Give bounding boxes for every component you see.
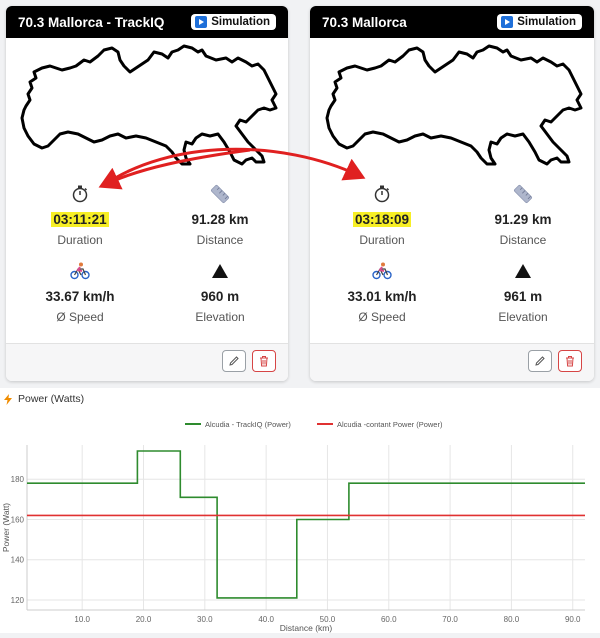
edit-button[interactable] [222, 350, 246, 372]
mountain-icon [160, 261, 280, 281]
distance-stat: 91.29 km Distance [463, 184, 583, 247]
activity-card-mallorca: 70.3 Mallorca Simulation 03:18:09 Durati… [310, 6, 594, 381]
route-map [310, 38, 594, 166]
speed-stat: 33.67 km/h Ø Speed [20, 261, 140, 324]
route-map [6, 38, 288, 166]
duration-stat: 03:18:09 Duration [322, 184, 442, 247]
x-axis-title: Distance (km) [280, 623, 333, 633]
elevation-label: Elevation [498, 310, 548, 324]
elevation-stat: 960 m Elevation [160, 261, 280, 324]
pencil-icon [535, 356, 545, 366]
x-tick-label: 30.0 [197, 615, 213, 624]
trash-icon [260, 356, 268, 367]
ruler-icon [463, 184, 583, 204]
edit-button[interactable] [528, 350, 552, 372]
card-header: 70.3 Mallorca - TrackIQ Simulation [6, 6, 288, 38]
x-tick-label: 20.0 [136, 615, 152, 624]
stopwatch-icon [322, 184, 442, 204]
play-icon [195, 16, 208, 28]
activity-card-trackiq: 70.3 Mallorca - TrackIQ Simulation 03:11… [6, 6, 288, 381]
speed-value: 33.01 km/h [347, 289, 417, 304]
distance-value: 91.28 km [191, 212, 249, 227]
chart-header: Power (Watts) [4, 393, 84, 405]
card-title[interactable]: 70.3 Mallorca - TrackIQ [18, 14, 165, 30]
speed-label: Ø Speed [358, 310, 406, 324]
chart-section-title: Power (Watts) [18, 393, 85, 405]
pencil-icon [229, 356, 239, 366]
simulation-badge: Simulation [191, 14, 276, 30]
legend-label: Alcudia -contant Power (Power) [337, 420, 443, 429]
legend-label: Alcudia - TrackIQ (Power) [205, 420, 291, 429]
y-axis-title: Power (Watt) [1, 503, 11, 552]
cyclist-icon [322, 261, 442, 281]
cyclist-icon [20, 261, 140, 281]
speed-label: Ø Speed [56, 310, 104, 324]
ruler-icon [160, 184, 280, 204]
elevation-label: Elevation [195, 310, 245, 324]
y-tick-label: 160 [11, 515, 25, 524]
duration-stat: 03:11:21 Duration [20, 184, 140, 247]
duration-label: Duration [359, 233, 405, 247]
distance-label: Distance [196, 233, 244, 247]
x-tick-label: 90.0 [565, 615, 581, 624]
card-footer [6, 343, 288, 381]
delete-button[interactable] [252, 350, 276, 372]
x-tick-label: 80.0 [504, 615, 520, 624]
power-line-chart: 10.0 20.0 30.0 40.0 50.0 60.0 70.0 80.0 90.0 120 1… [1, 420, 585, 633]
lightning-icon [4, 393, 12, 405]
duration-value: 03:18:09 [352, 212, 412, 227]
play-icon [501, 16, 514, 28]
x-tick-label: 70.0 [442, 615, 458, 624]
mountain-icon [463, 261, 583, 281]
elevation-value: 960 m [200, 289, 240, 304]
stats-grid: 03:11:21 Duration 91.28 km Distance 33.6… [6, 166, 288, 344]
badge-label: Simulation [211, 16, 270, 28]
trash-icon [566, 356, 574, 367]
y-tick-label: 140 [11, 556, 25, 565]
speed-value: 33.67 km/h [45, 289, 115, 304]
distance-stat: 91.28 km Distance [160, 184, 280, 247]
card-header: 70.3 Mallorca Simulation [310, 6, 594, 38]
elevation-value: 961 m [503, 289, 543, 304]
speed-stat: 33.01 km/h Ø Speed [322, 261, 442, 324]
delete-button[interactable] [558, 350, 582, 372]
x-tick-label: 10.0 [74, 615, 90, 624]
badge-label: Simulation [517, 16, 576, 28]
card-title[interactable]: 70.3 Mallorca [322, 14, 407, 30]
stopwatch-icon [20, 184, 140, 204]
duration-label: Duration [57, 233, 103, 247]
elevation-stat: 961 m Elevation [463, 261, 583, 324]
simulation-badge: Simulation [497, 14, 582, 30]
x-tick-label: 40.0 [258, 615, 274, 624]
duration-value: 03:11:21 [51, 212, 109, 227]
distance-label: Distance [499, 233, 547, 247]
distance-value: 91.29 km [494, 212, 552, 227]
y-tick-label: 180 [11, 475, 25, 484]
series-line [27, 450, 585, 599]
x-tick-label: 60.0 [381, 615, 397, 624]
card-footer [310, 343, 594, 381]
y-tick-label: 120 [11, 596, 25, 605]
x-tick-label: 50.0 [320, 615, 336, 624]
power-chart-panel: Power (Watts) 10.0 20.0 30.0 40.0 50.0 60.0 70… [0, 388, 600, 633]
stats-grid: 03:18:09 Duration 91.29 km Distance 33.0… [310, 166, 594, 344]
